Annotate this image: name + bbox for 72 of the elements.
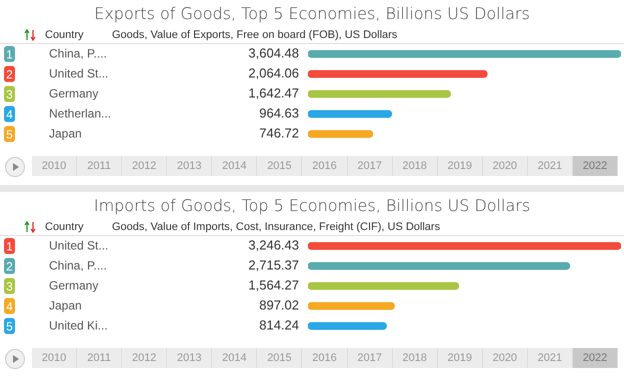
bar (308, 50, 621, 58)
chart-title: Imports of Goods, Top 5 Economies, Billions US Dollars (92, 196, 532, 215)
bar (308, 70, 488, 78)
text: 2017 (348, 348, 393, 368)
text: 2013 (167, 156, 212, 176)
data-label: 2,064.06 (248, 66, 299, 81)
y-axis-title: Country (45, 29, 84, 41)
data-label: 746.72 (259, 126, 299, 141)
text: 5 (6, 319, 14, 334)
text: 2012 (122, 348, 168, 368)
bar (308, 90, 451, 98)
text: 2018 (392, 348, 438, 368)
y-tick-label: United St... (49, 238, 108, 252)
text: 2013 (167, 348, 212, 368)
y-tick-label: Germany (49, 86, 98, 100)
text: 4 (6, 107, 14, 122)
text: 2017 (348, 156, 393, 176)
text: 2011 (77, 156, 122, 176)
data-label: 964.63 (259, 106, 299, 121)
text: 2010 (32, 348, 78, 368)
text: 2012 (122, 156, 168, 176)
text: 2016 (302, 348, 348, 368)
data-label: 897.02 (259, 298, 299, 313)
data-label: 3,604.48 (248, 46, 299, 61)
text: 2021 (528, 348, 573, 368)
text: 2018 (392, 156, 438, 176)
text: 2016 (302, 156, 348, 176)
text: 2011 (77, 348, 122, 368)
text: 2022 (572, 348, 618, 368)
data-label: 1,564.27 (248, 278, 299, 293)
text: 2 (6, 67, 14, 82)
text: 2020 (482, 156, 528, 176)
bar (308, 110, 392, 118)
y-tick-label: Netherlan... (49, 106, 112, 120)
text: 3 (6, 87, 14, 102)
x-axis-title: Goods, Value of Exports, Free on board (FOB), US Dollars (112, 29, 398, 41)
y-tick-label: Germany (49, 278, 98, 292)
text: 2014 (212, 156, 258, 176)
text: 2015 (257, 348, 302, 368)
data-label: 814.24 (259, 318, 299, 333)
text: 2014 (212, 348, 258, 368)
text: 3 (6, 279, 14, 294)
data-label: 2,715.37 (248, 258, 299, 273)
text: 4 (6, 299, 14, 314)
text: 2022 (572, 156, 618, 176)
y-tick-label: Japan (49, 298, 82, 312)
data-label: 1,642.47 (248, 86, 299, 101)
y-tick-label: United St... (49, 66, 108, 80)
y-tick-label: United Ki... (49, 318, 108, 332)
text: 1 (6, 47, 14, 62)
text: 2019 (438, 156, 483, 176)
text: 2 (6, 259, 14, 274)
bar (308, 130, 374, 138)
bar (308, 302, 395, 310)
text: 2020 (482, 348, 528, 368)
bar (308, 242, 621, 250)
bar (308, 262, 570, 270)
bar (308, 282, 460, 290)
text: 1 (6, 239, 14, 254)
y-axis-title: Country (45, 221, 84, 233)
y-tick-label: China, P.... (49, 258, 107, 272)
data-label: 3,246.43 (248, 238, 299, 253)
text: 2015 (257, 156, 302, 176)
x-axis-title: Goods, Value of Imports, Cost, Insurance, Freight (CIF), US Dollars (112, 221, 440, 233)
text: 2021 (528, 156, 573, 176)
y-tick-label: Japan (49, 126, 82, 140)
y-tick-label: China, P.... (49, 46, 107, 60)
chart-title: Exports of Goods, Top 5 Economies, Billions US Dollars (93, 4, 531, 23)
text: 2019 (438, 348, 483, 368)
text: 2010 (32, 156, 78, 176)
text: 5 (6, 127, 14, 142)
bar (308, 322, 387, 330)
